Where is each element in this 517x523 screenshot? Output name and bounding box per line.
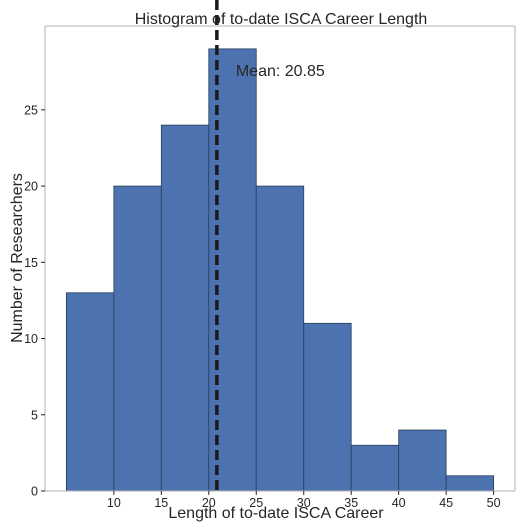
x-tick-label: 10 [107, 496, 121, 510]
y-tick-label: 20 [24, 180, 38, 194]
histogram-bar [398, 429, 447, 492]
histogram-bar [303, 322, 352, 492]
x-axis-label: Length of to-date ISCA Career [168, 505, 384, 522]
y-axis-ticks: 0 5 10 15 20 25 [24, 103, 45, 499]
x-tick-label: 15 [154, 496, 168, 510]
y-tick-label: 5 [31, 408, 38, 422]
chart-title: Histogram of to-date ISCA Career Length [135, 11, 428, 28]
x-tick-label: 25 [249, 496, 263, 510]
histogram-bar [113, 185, 162, 492]
x-axis-ticks: 10 15 20 25 30 35 40 45 50 [107, 491, 501, 510]
bars-group [65, 48, 495, 492]
y-tick-label: 25 [24, 103, 38, 117]
x-tick-label: 45 [439, 496, 453, 510]
x-tick-label: 40 [392, 496, 406, 510]
histogram-bar [160, 124, 210, 492]
x-tick-label: 20 [202, 496, 216, 510]
axes-spines [44, 25, 516, 492]
mean-label: Mean: 20.85 [236, 63, 325, 80]
y-tick-label: 0 [31, 485, 38, 499]
x-tick-label: 35 [344, 496, 358, 510]
histogram-bar [445, 475, 495, 492]
histogram-bar [350, 444, 400, 492]
histogram-bar [255, 185, 305, 492]
x-tick-label: 50 [487, 496, 501, 510]
y-axis-label: Number of Researchers [9, 173, 26, 343]
y-tick-label: 15 [24, 256, 38, 270]
histogram-bar [65, 292, 115, 492]
y-tick-label: 10 [24, 332, 38, 346]
x-tick-label: 30 [297, 496, 311, 510]
